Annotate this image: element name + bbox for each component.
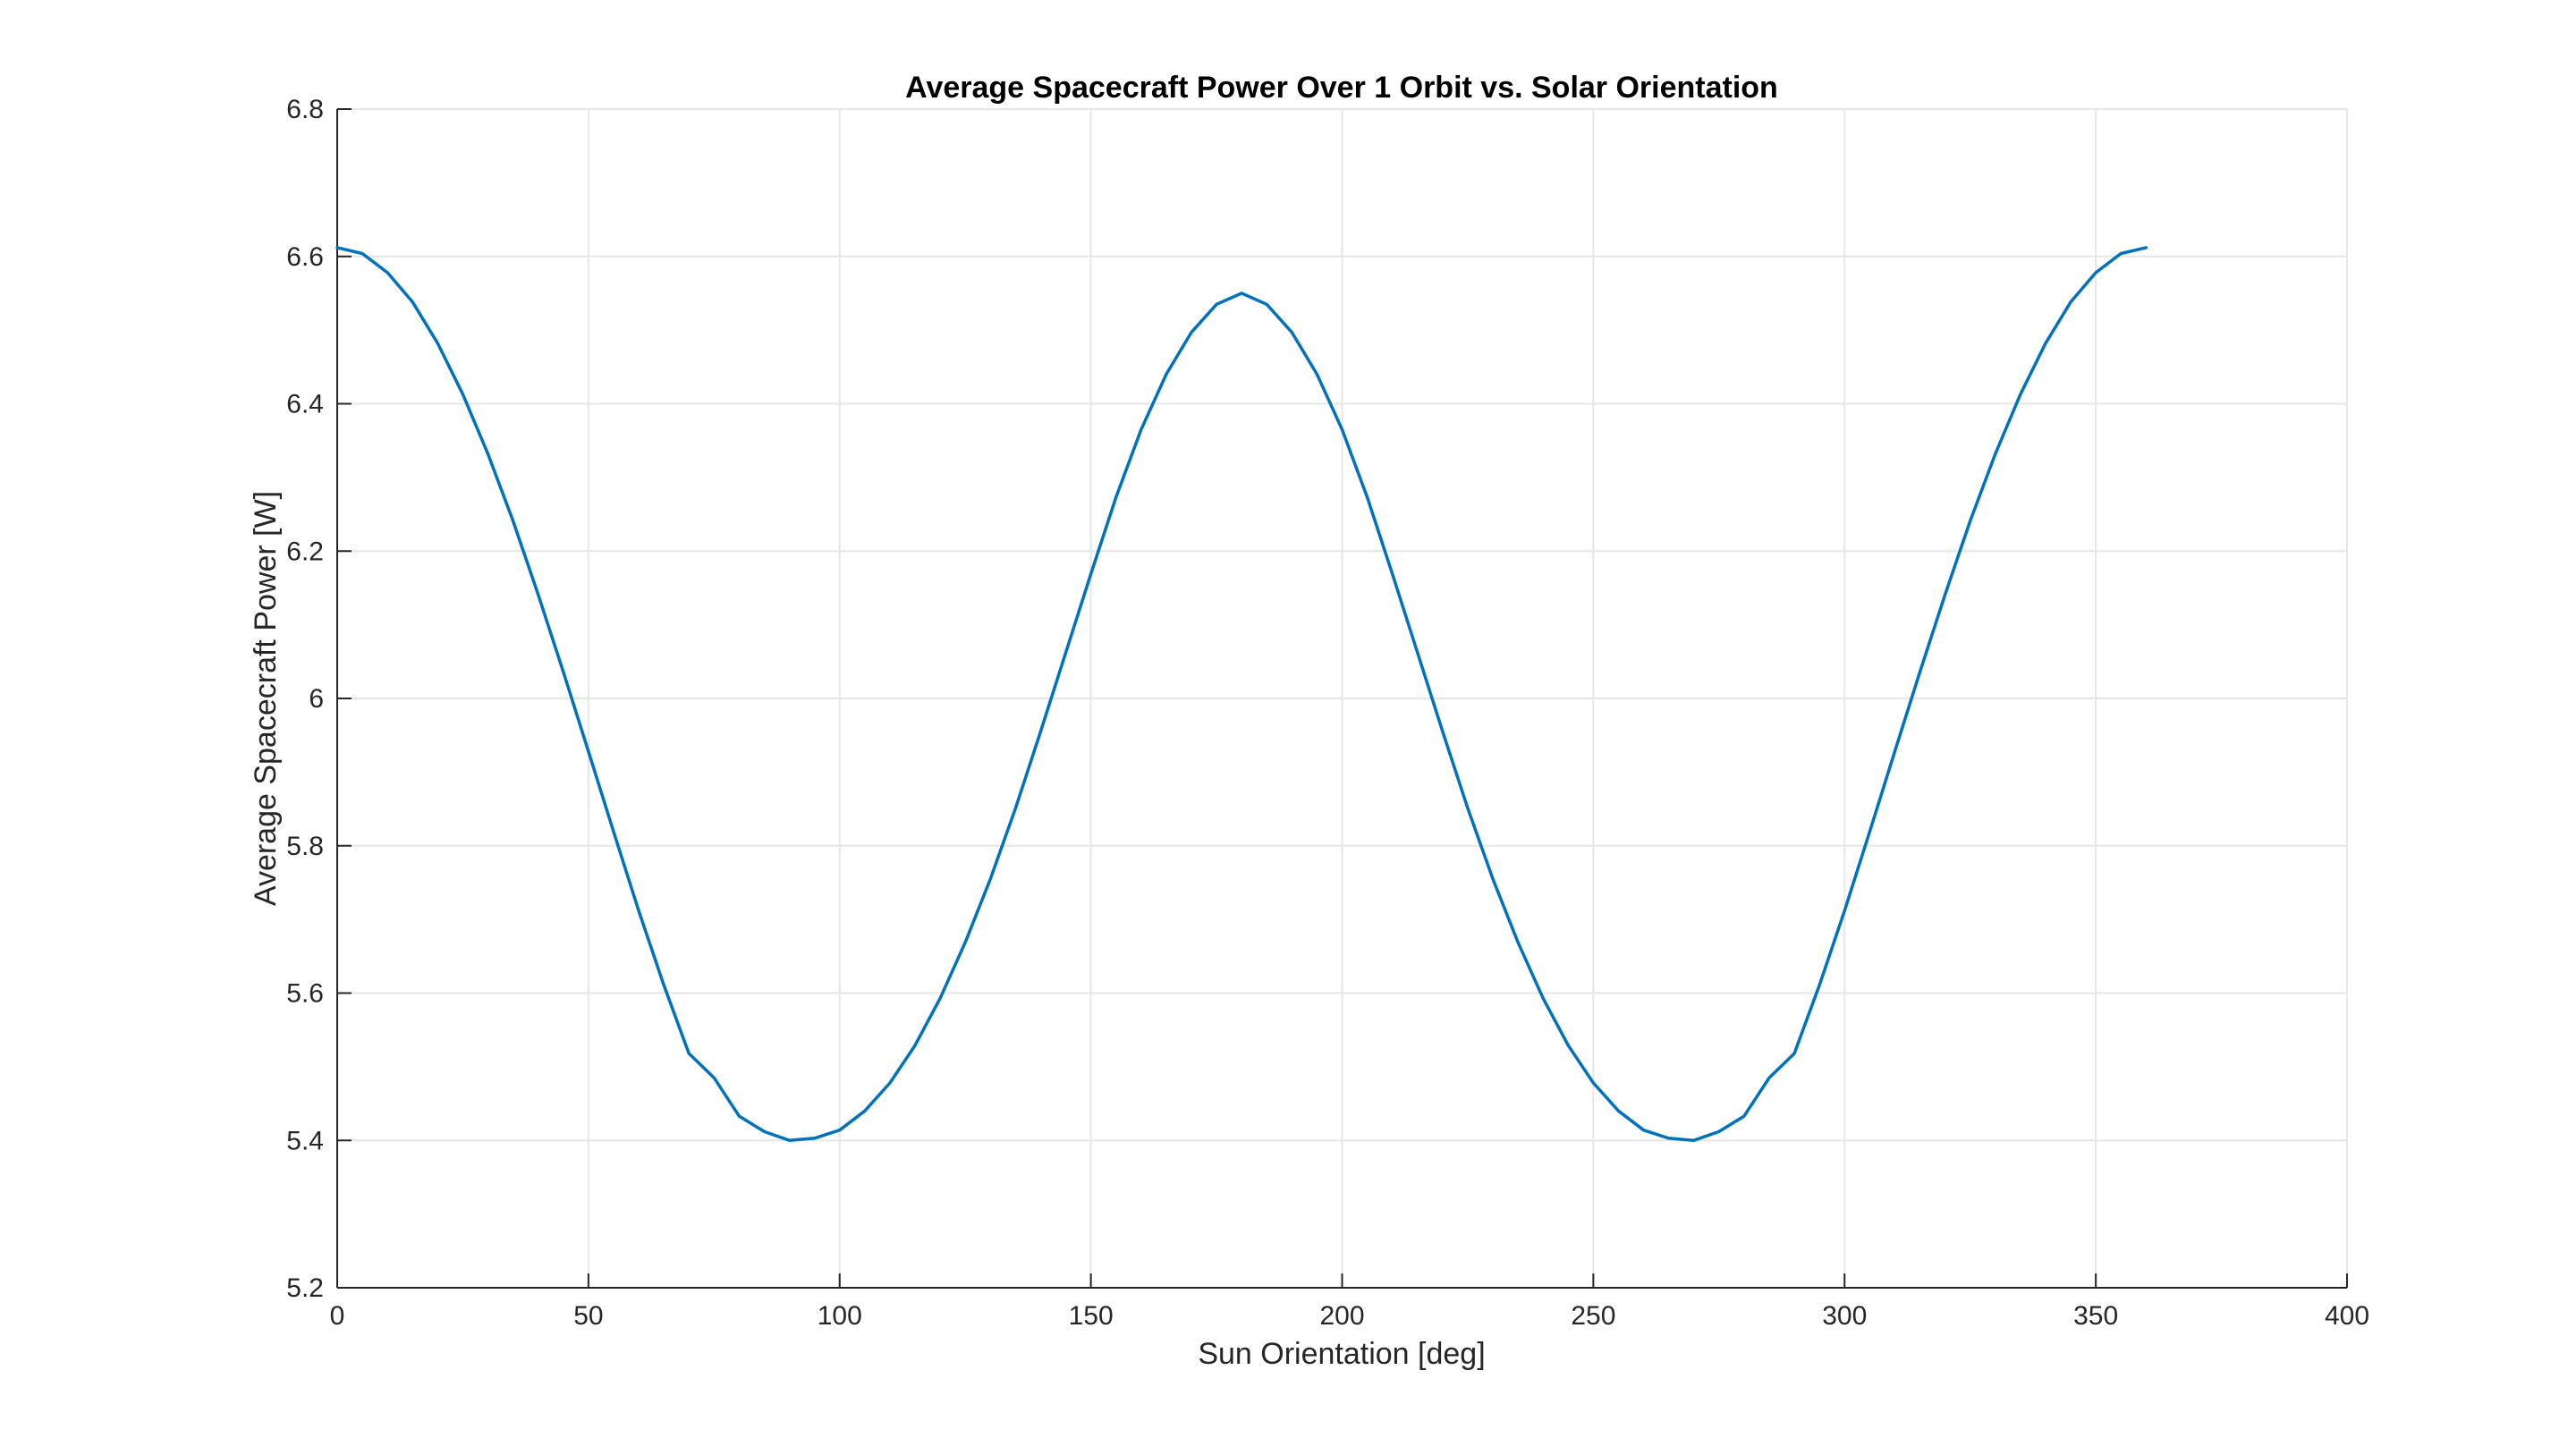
y-tick-label: 6.6 (286, 242, 324, 272)
y-tick-label: 5.2 (286, 1273, 324, 1303)
y-tick-label: 6.8 (286, 95, 324, 124)
series-line (335, 246, 2148, 1142)
y-tick-label: 6 (309, 684, 324, 714)
x-tick-label: 0 (330, 1301, 345, 1331)
x-tick-label: 250 (1571, 1301, 1615, 1331)
grid (336, 108, 2348, 1289)
x-tick-label: 200 (1319, 1301, 1364, 1331)
x-tick-label: 300 (1822, 1301, 1867, 1331)
x-tick-label: 400 (2325, 1301, 2369, 1331)
x-tick-label: 350 (2073, 1301, 2118, 1331)
x-ticks: 0 50 100 150 200 250 300 350 400 (330, 1273, 2369, 1331)
series (335, 246, 2148, 1142)
x-tick-label: 150 (1069, 1301, 1114, 1331)
y-axis-label: Average Spacecraft Power [W] (249, 491, 283, 906)
x-axis-label: Sun Orientation [deg] (1198, 1337, 1485, 1371)
y-ticks: 5.2 5.4 5.6 5.8 6 6.2 6.4 6.6 6.8 (286, 95, 352, 1303)
chart-title: Average Spacecraft Power Over 1 Orbit vs… (905, 71, 1778, 105)
y-tick-label: 5.4 (286, 1126, 324, 1155)
y-tick-label: 6.2 (286, 537, 324, 566)
x-tick-label: 50 (573, 1301, 603, 1331)
y-tick-label: 6.4 (286, 390, 324, 419)
y-tick-label: 5.8 (286, 832, 324, 861)
y-tick-label: 5.6 (286, 979, 324, 1009)
x-tick-label: 100 (818, 1301, 862, 1331)
